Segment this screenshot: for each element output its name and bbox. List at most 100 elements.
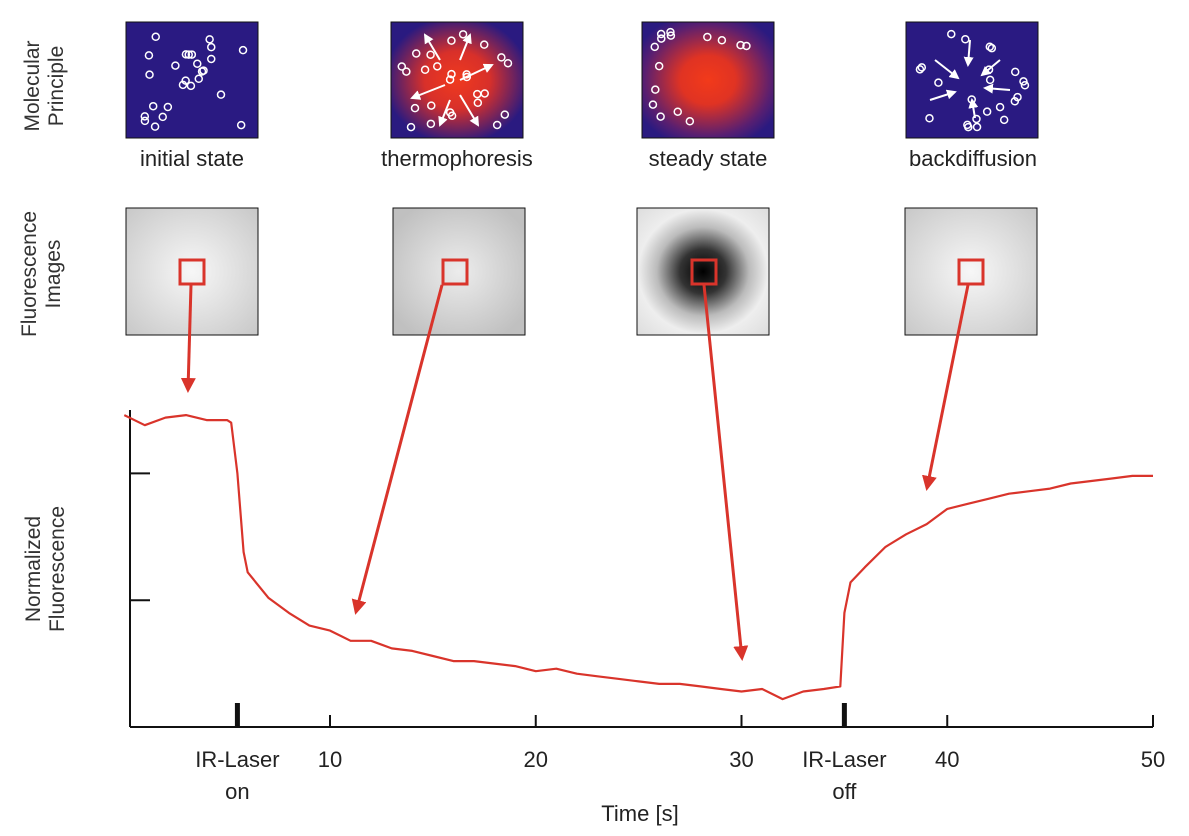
molecule bbox=[480, 89, 489, 98]
image-box bbox=[636, 207, 770, 336]
x-tick-label: 50 bbox=[1140, 747, 1166, 772]
molecule bbox=[140, 112, 150, 121]
molecule bbox=[427, 101, 436, 110]
red-arrows bbox=[180, 284, 970, 661]
molecule bbox=[673, 107, 682, 116]
molecule bbox=[500, 110, 510, 119]
molecule bbox=[445, 75, 455, 84]
molecule bbox=[151, 32, 160, 42]
plot bbox=[123, 410, 1154, 728]
molecule bbox=[473, 98, 483, 108]
molecule bbox=[447, 111, 457, 120]
molecular-panels bbox=[125, 21, 1039, 139]
molecule bbox=[915, 65, 925, 74]
molecule bbox=[462, 72, 472, 82]
molecule bbox=[648, 100, 658, 109]
molecule bbox=[934, 78, 943, 87]
arrows-white bbox=[410, 33, 1011, 127]
molecule bbox=[1019, 77, 1028, 86]
molecule bbox=[420, 65, 430, 75]
molecule bbox=[432, 62, 442, 71]
molecule bbox=[447, 69, 456, 79]
molecule bbox=[158, 112, 167, 122]
molecule bbox=[703, 32, 712, 42]
panel-caption: thermophoresis bbox=[381, 146, 533, 171]
panel-caption: backdiffusion bbox=[909, 146, 1037, 171]
molecule bbox=[685, 117, 695, 126]
y-axis-label: Normalized Fluorescence bbox=[22, 505, 69, 633]
x-axis-label: Time [s] bbox=[601, 801, 678, 826]
roi bbox=[441, 258, 469, 286]
molecule bbox=[140, 116, 150, 126]
molecule bbox=[171, 61, 180, 70]
x-tick-label: 40 bbox=[935, 747, 960, 772]
molecule bbox=[184, 50, 193, 59]
panel-caption: steady state bbox=[649, 146, 768, 171]
row-label: Fluorescence Images bbox=[18, 210, 65, 338]
molecule bbox=[947, 29, 956, 39]
molecule bbox=[410, 103, 420, 113]
x-tick-label: 10 bbox=[317, 747, 343, 772]
molecule bbox=[492, 120, 502, 130]
molecule bbox=[148, 101, 158, 111]
panel-box bbox=[905, 21, 1039, 139]
molecule bbox=[497, 53, 506, 62]
roi bbox=[957, 258, 985, 286]
roi bbox=[178, 258, 206, 286]
molecule bbox=[1010, 67, 1020, 77]
x-tick-label: IR-Laser on bbox=[195, 747, 280, 804]
molecule bbox=[426, 50, 435, 59]
image-box bbox=[125, 207, 259, 336]
molecule bbox=[917, 63, 927, 72]
molecule bbox=[503, 58, 513, 68]
fluorescence-images bbox=[125, 207, 1038, 336]
image-box bbox=[904, 207, 1038, 336]
molecule bbox=[985, 75, 995, 85]
molecule bbox=[216, 90, 226, 99]
molecule bbox=[205, 35, 214, 44]
molecule bbox=[181, 76, 190, 85]
molecule bbox=[178, 80, 188, 90]
molecule bbox=[186, 81, 196, 91]
panel-box bbox=[125, 21, 259, 139]
molecule bbox=[145, 70, 154, 79]
molecule bbox=[402, 67, 411, 76]
molecule bbox=[961, 34, 970, 44]
molecule bbox=[193, 59, 202, 68]
molecule bbox=[982, 107, 992, 116]
molecule bbox=[238, 45, 248, 55]
molecule bbox=[925, 114, 934, 123]
molecule bbox=[742, 41, 751, 51]
molecule bbox=[411, 49, 421, 58]
molecule bbox=[987, 43, 997, 53]
panel-box bbox=[390, 21, 524, 139]
molecule bbox=[426, 119, 436, 129]
molecule bbox=[206, 54, 216, 64]
molecule bbox=[1013, 92, 1022, 102]
molecule bbox=[651, 85, 660, 94]
molecule bbox=[187, 50, 197, 59]
image-box bbox=[392, 207, 526, 336]
molecule bbox=[654, 61, 664, 71]
molecule bbox=[194, 74, 204, 84]
molecule bbox=[163, 102, 173, 112]
molecule bbox=[964, 122, 973, 132]
molecule bbox=[666, 31, 676, 40]
molecule bbox=[479, 40, 489, 49]
molecule bbox=[656, 29, 666, 39]
molecule bbox=[972, 122, 982, 132]
x-tick-label: 20 bbox=[523, 747, 548, 772]
molecule bbox=[995, 102, 1005, 112]
molecule bbox=[666, 27, 675, 37]
molecule bbox=[657, 34, 666, 43]
molecule bbox=[736, 40, 745, 50]
molecule bbox=[656, 112, 665, 121]
molecule bbox=[236, 120, 246, 130]
molecule bbox=[406, 122, 416, 132]
molecule bbox=[717, 36, 727, 45]
x-tick-label: 30 bbox=[729, 747, 754, 772]
molecule bbox=[650, 42, 659, 52]
panel-caption: initial state bbox=[140, 146, 244, 171]
